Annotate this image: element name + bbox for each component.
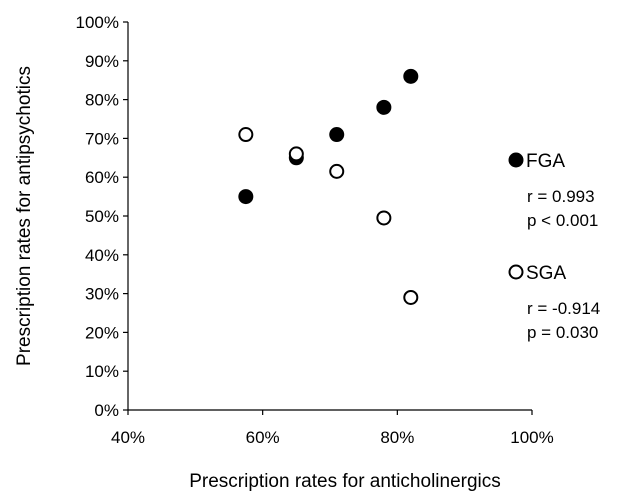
sga-data-point (329, 163, 345, 179)
y-tick-label: 0% (94, 401, 119, 420)
sga-p-value: p = 0.030 (527, 323, 598, 342)
legend-marker-fga (508, 152, 524, 168)
y-tick-label: 90% (85, 52, 119, 71)
fga-data-point (329, 127, 345, 143)
x-axis-title: Prescription rates for anticholinergics (189, 471, 501, 492)
x-tick-label: 40% (111, 428, 145, 447)
x-axis-ticks: 40% 60% 80% 100% (111, 410, 554, 447)
fga-data-point (238, 189, 254, 205)
data-points (238, 68, 419, 305)
fga-data-point (403, 68, 419, 84)
sga-data-point (288, 146, 304, 162)
legend: FGA r = 0.993 p < 0.001 SGA r = -0.914 p… (508, 151, 600, 342)
y-tick-label: 10% (85, 362, 119, 381)
y-tick-label: 50% (85, 207, 119, 226)
legend-entry-fga: FGA r = 0.993 p < 0.001 (508, 151, 598, 230)
y-tick-label: 60% (85, 168, 119, 187)
y-tick-label: 70% (85, 129, 119, 148)
x-tick-label: 100% (510, 428, 553, 447)
x-tick-label: 80% (380, 428, 414, 447)
y-tick-label: 40% (85, 246, 119, 265)
fga-p-value: p < 0.001 (527, 211, 598, 230)
sga-r-value: r = -0.914 (527, 299, 600, 318)
x-tick-label: 60% (246, 428, 280, 447)
legend-label-sga: SGA (526, 263, 566, 284)
y-axis-title: Prescription rates for antipsychotics (14, 66, 35, 366)
fga-data-point (376, 99, 392, 115)
y-tick-label: 100% (76, 13, 119, 32)
axes (127, 22, 532, 411)
y-tick-label: 20% (85, 323, 119, 342)
y-axis-ticks: 0% 10% 20% 30% 40% 50% 60% 70% 80% 90% 100% (76, 13, 128, 420)
y-tick-label: 30% (85, 285, 119, 304)
sga-data-point (376, 210, 392, 226)
y-tick-label: 80% (85, 91, 119, 110)
legend-marker-sga (508, 264, 524, 280)
legend-entry-sga: SGA r = -0.914 p = 0.030 (508, 263, 600, 342)
sga-data-point (238, 127, 254, 143)
fga-r-value: r = 0.993 (527, 187, 595, 206)
legend-label-fga: FGA (526, 151, 565, 172)
sga-data-point (403, 289, 419, 305)
